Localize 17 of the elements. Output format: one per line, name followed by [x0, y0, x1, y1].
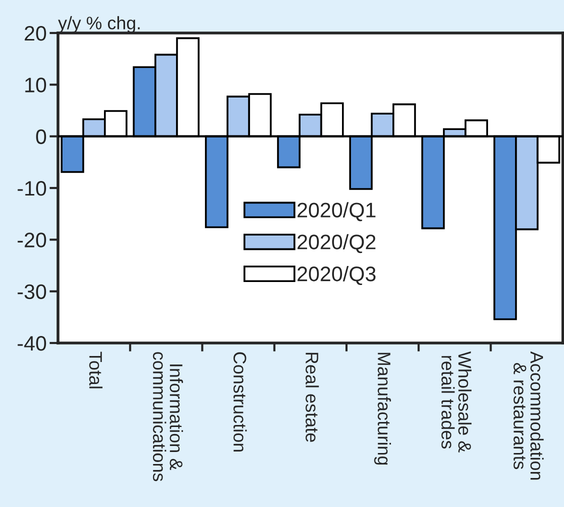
y-tick-label: 0	[36, 129, 46, 144]
legend-label: 2020/Q3	[298, 266, 376, 286]
x-tick-label: Information & communications	[152, 352, 184, 482]
y-tick-label: -40	[18, 336, 46, 351]
legend-label: 2020/Q1	[298, 202, 376, 222]
x-tick-label: Wholesale & retail trades	[441, 351, 472, 452]
legend-label: 2020/Q2	[298, 234, 376, 254]
y-tick-label: -10	[18, 181, 46, 196]
x-tick-label: Total	[89, 352, 102, 388]
y-tick-label: -20	[18, 232, 46, 248]
y-tick-label: 20	[24, 26, 46, 41]
y-tick-label: 10	[25, 78, 46, 92]
x-tick-label: Real estate	[306, 352, 319, 442]
x-tick-label: Accommodation & restaurants	[514, 351, 544, 480]
x-tick-label: Manufacturing	[374, 352, 391, 465]
x-tick-label: Construction	[233, 352, 247, 452]
y-tick-label: -30	[18, 284, 46, 300]
